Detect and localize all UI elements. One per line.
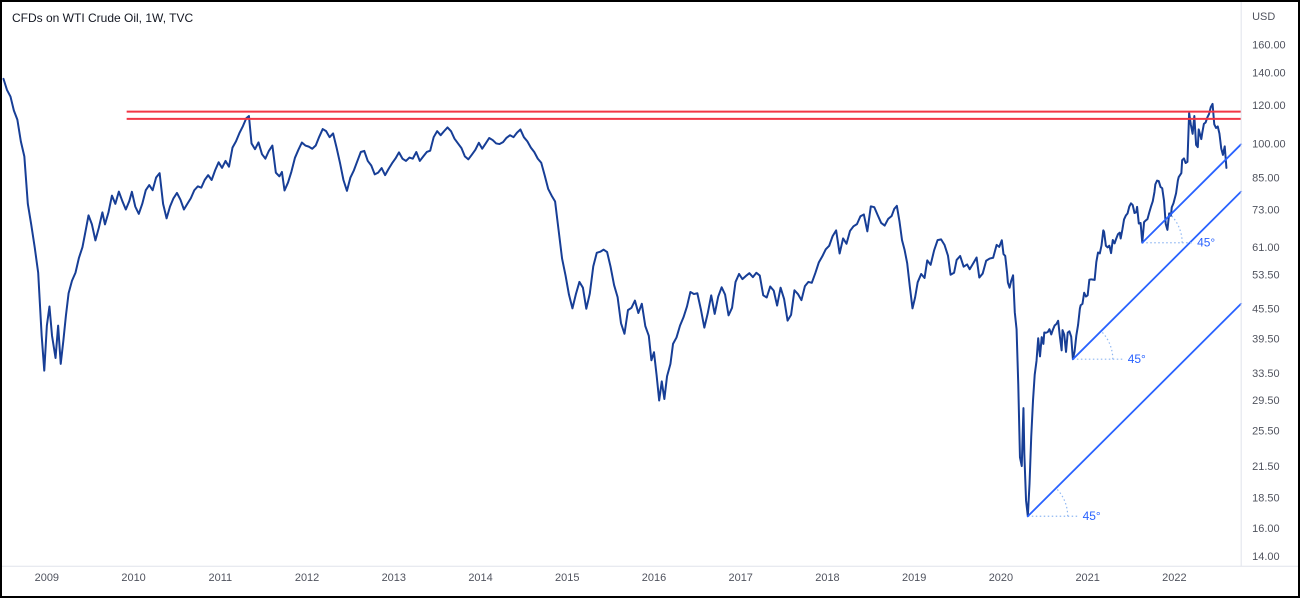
price-tick-label: 33.50 bbox=[1252, 368, 1279, 380]
angle-arc bbox=[1170, 214, 1183, 243]
symbol-legend[interactable]: CFDs on WTI Crude Oil, 1W, TVC bbox=[12, 11, 193, 25]
price-tick-label: 160.00 bbox=[1252, 40, 1286, 52]
time-tick-label: 2016 bbox=[642, 572, 666, 584]
angle-arc bbox=[1055, 487, 1069, 517]
time-tick-label: 2019 bbox=[902, 572, 926, 584]
angle-label: 45° bbox=[1128, 352, 1146, 366]
angle-arc bbox=[1100, 330, 1114, 360]
time-tick-label: 2010 bbox=[121, 572, 145, 584]
price-tick-label: 140.00 bbox=[1252, 68, 1286, 80]
price-tick-label: 61.00 bbox=[1252, 242, 1279, 254]
price-tick-label: 100.00 bbox=[1252, 138, 1286, 150]
time-tick-label: 2011 bbox=[209, 572, 233, 584]
price-tick-label: 29.50 bbox=[1252, 395, 1279, 407]
time-tick-label: 2013 bbox=[382, 572, 406, 584]
time-tick-label: 2014 bbox=[468, 572, 492, 584]
currency-label: USD bbox=[1252, 11, 1275, 23]
price-tick-label: 45.50 bbox=[1252, 304, 1279, 316]
time-axis[interactable] bbox=[2, 566, 1298, 596]
price-tick-label: 14.00 bbox=[1252, 551, 1279, 563]
time-tick-label: 2018 bbox=[815, 572, 839, 584]
price-tick-label: 21.50 bbox=[1252, 461, 1279, 473]
time-tick-label: 2012 bbox=[295, 572, 319, 584]
price-tick-label: 85.00 bbox=[1252, 173, 1279, 185]
time-tick-label: 2020 bbox=[989, 572, 1013, 584]
symbol-title[interactable]: CFDs on WTI Crude Oil, 1W, TVC bbox=[12, 11, 194, 25]
time-tick-label: 2021 bbox=[1075, 572, 1099, 584]
price-tick-label: 25.50 bbox=[1252, 425, 1279, 437]
time-tick-label: 2015 bbox=[555, 572, 579, 584]
trendline-45deg[interactable] bbox=[1141, 143, 1243, 244]
time-tick-label: 2022 bbox=[1162, 572, 1186, 584]
trendline-45deg[interactable] bbox=[1072, 190, 1243, 361]
trendline-45deg[interactable] bbox=[1026, 302, 1243, 518]
price-tick-label: 18.50 bbox=[1252, 493, 1279, 505]
price-tick-label: 73.00 bbox=[1252, 204, 1279, 216]
price-axis[interactable] bbox=[1241, 2, 1298, 567]
time-tick-label: 2009 bbox=[35, 572, 59, 584]
price-tick-label: 16.00 bbox=[1252, 523, 1279, 535]
price-tick-label: 39.50 bbox=[1252, 333, 1279, 345]
price-tick-label: 53.50 bbox=[1252, 270, 1279, 282]
price-tick-label: 120.00 bbox=[1252, 100, 1286, 112]
angle-label: 45° bbox=[1197, 236, 1215, 250]
price-line-series[interactable] bbox=[2, 77, 1228, 518]
angle-label: 45° bbox=[1083, 509, 1101, 523]
time-tick-label: 2017 bbox=[729, 572, 753, 584]
